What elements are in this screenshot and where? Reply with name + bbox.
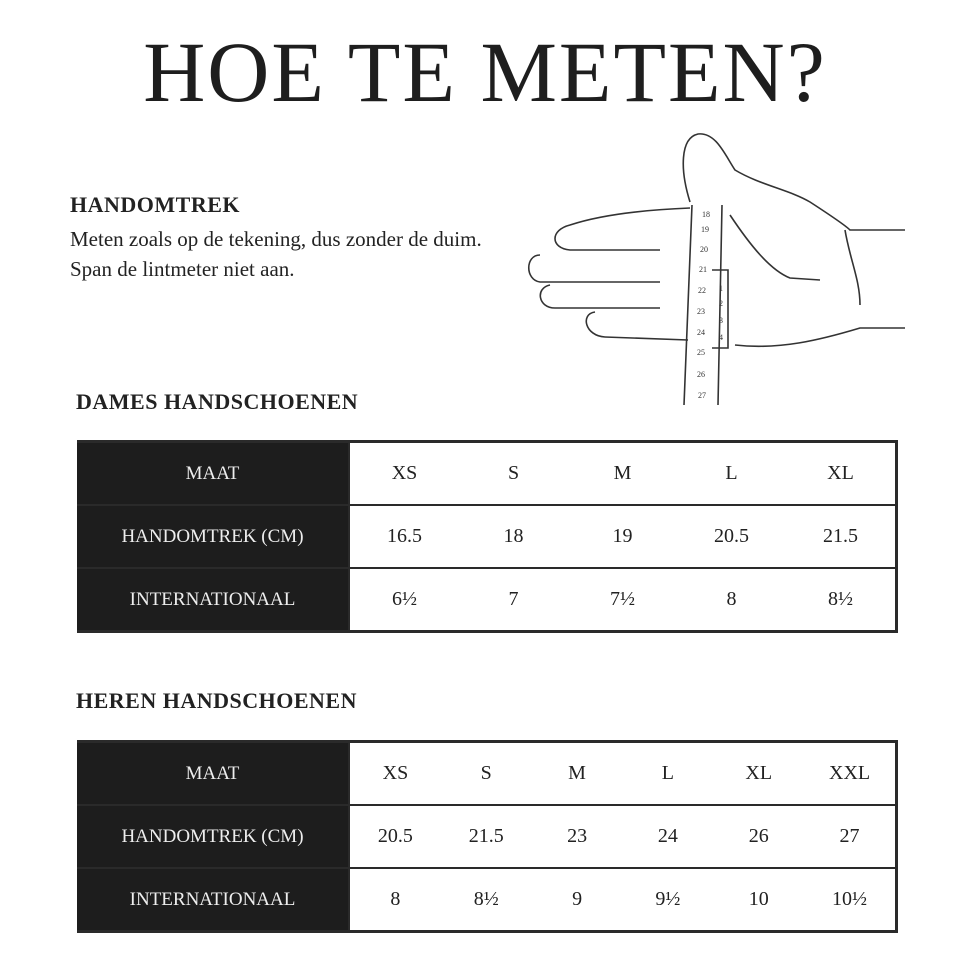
cell: 8½ [473, 888, 499, 910]
measuring-tape-labels: 18 19 20 21 22 23 24 25 26 27 1 2 3 4 [697, 210, 723, 400]
inch-number: 3 [719, 316, 723, 325]
row-label: MAAT [77, 743, 348, 804]
tape-number: 23 [697, 307, 705, 316]
cell: 6½ [392, 588, 417, 610]
cell: 20.5 [377, 825, 413, 847]
cell: M [568, 762, 586, 784]
cell: S [480, 762, 492, 784]
tape-number: 18 [702, 210, 710, 219]
cell: 10 [748, 888, 769, 910]
cell: XS [382, 762, 409, 784]
hand-measuring-illustration [527, 133, 905, 406]
cell: 19 [612, 525, 633, 547]
cell: 24 [657, 825, 678, 847]
tape-number: 22 [698, 286, 706, 295]
cell: 16.5 [387, 525, 422, 547]
cell: XL [827, 462, 854, 484]
cell: 23 [567, 825, 588, 847]
cell: L [661, 762, 674, 784]
tape-number: 27 [698, 391, 706, 400]
cell: L [725, 462, 738, 484]
cell: 21.5 [823, 525, 858, 547]
cell: 27 [839, 825, 860, 847]
row-label: INTERNATIONAAL [77, 569, 348, 630]
tape-number: 21 [699, 265, 707, 274]
dames-size-table: MAAT XS S M L XL HANDOMTREK (CM) 16.5 18 19 20.… [77, 440, 898, 633]
cell: 7 [508, 588, 519, 610]
cell: M [613, 462, 632, 484]
heren-size-table: MAAT XS S M L XL XXL HANDOMTREK (CM) 20.5 21.5… [77, 740, 898, 933]
dames-heading: DAMES HANDSCHOENEN [76, 389, 359, 414]
table-row-handomtrek: HANDOMTREK (CM) 16.5 18 19 20.5 21.5 [77, 506, 895, 567]
cell: 8 [726, 588, 737, 610]
inch-number: 4 [719, 333, 723, 342]
tape-number: 24 [697, 328, 705, 337]
heren-heading: HEREN HANDSCHOENEN [76, 688, 357, 713]
cell: 18 [503, 525, 524, 547]
cell: 20.5 [714, 525, 749, 547]
table-row-maat: MAAT XS S M L XL XXL [77, 743, 895, 804]
row-label: HANDOMTREK (CM) [77, 806, 348, 867]
cell: XL [745, 762, 773, 784]
row-label: INTERNATIONAAL [77, 869, 348, 930]
row-label: HANDOMTREK (CM) [77, 506, 348, 567]
inch-number: 2 [719, 299, 723, 308]
table-row-internationaal: INTERNATIONAAL 8 8½ 9 9½ 10 10½ [77, 869, 895, 930]
cell: XXL [829, 762, 871, 784]
table-row-handomtrek: HANDOMTREK (CM) 20.5 21.5 23 24 26 27 [77, 806, 895, 867]
table-row-internationaal: INTERNATIONAAL 6½ 7 7½ 8 8½ [77, 569, 895, 630]
cell: XS [391, 462, 418, 484]
tape-number: 25 [697, 348, 705, 357]
cell: 8 [390, 888, 401, 910]
table-row-maat: MAAT XS S M L XL [77, 443, 895, 504]
tape-number: 20 [700, 245, 708, 254]
cell: 9½ [655, 888, 681, 910]
page-title: HOE TE METEN? [143, 24, 827, 120]
cell: 21.5 [468, 825, 504, 847]
cell: S [507, 462, 520, 484]
row-label: MAAT [77, 443, 348, 504]
measure-heading: HANDOMTREK [70, 192, 240, 217]
tape-number: 26 [697, 370, 705, 379]
cell: 7½ [610, 588, 635, 610]
cell: 10½ [832, 888, 868, 910]
cell: 26 [748, 825, 769, 847]
cell: 8½ [828, 588, 853, 610]
cell: 9 [572, 888, 583, 910]
measure-instructions: Meten zoals op de tekening, dus zonder d… [70, 227, 482, 281]
tape-number: 19 [701, 225, 709, 234]
inch-number: 1 [719, 284, 723, 293]
